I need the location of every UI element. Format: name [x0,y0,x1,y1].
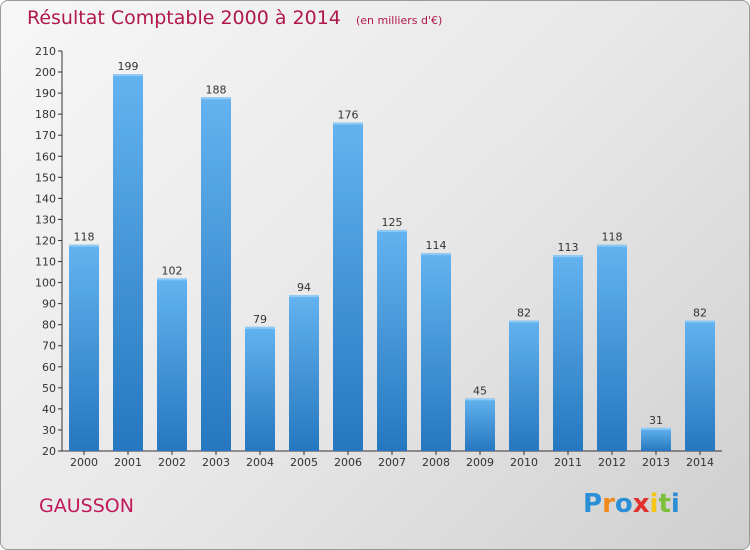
logo-letter: P [583,489,602,519]
x-tick-label-2014: 2014 [686,456,714,469]
data-label-2003: 188 [206,83,227,96]
y-tick-label: 200 [35,66,56,79]
y-tick-label: 90 [42,298,56,311]
data-label-2007: 125 [382,216,403,229]
y-tick-label: 170 [35,129,56,142]
bar-2008 [421,253,451,451]
data-label-2000: 118 [74,231,95,244]
bar-2014 [685,320,715,451]
bar-top-highlight [289,295,319,297]
bar-top-highlight [69,245,99,247]
x-tick-label-2005: 2005 [290,456,318,469]
logo-letter: o [615,489,633,519]
bar-top-highlight [333,123,363,125]
y-tick-label: 30 [42,424,56,437]
y-tick-label: 110 [35,256,56,269]
bar-2000 [69,245,99,451]
data-label-2006: 176 [338,109,359,122]
y-tick-label: 20 [42,445,56,458]
bar-top-highlight [553,255,583,257]
data-label-2013: 31 [649,414,663,427]
y-tick-label: 60 [42,361,56,374]
x-tick-label-2010: 2010 [510,456,538,469]
chart-frame: Résultat Comptable 2000 à 2014 (en milli… [0,0,750,550]
y-tick-label: 40 [42,403,56,416]
data-label-2009: 45 [473,384,487,397]
x-tick-label-2012: 2012 [598,456,626,469]
bar-top-highlight [377,230,407,232]
bar-top-highlight [465,398,495,400]
commune-name: GAUSSON [39,495,134,517]
bar-top-highlight [421,253,451,255]
bar-top-highlight [509,320,539,322]
bar-2013 [641,428,671,451]
y-tick-label: 210 [35,45,56,58]
x-tick-label-2006: 2006 [334,456,362,469]
bar-top-highlight [685,320,715,322]
bar-top-highlight [641,428,671,430]
x-tick-label-2004: 2004 [246,456,274,469]
x-tick-label-2000: 2000 [70,456,98,469]
logo-letter: i [671,489,680,519]
bar-2012 [597,245,627,451]
bar-top-highlight [113,74,143,76]
y-tick-label: 50 [42,382,56,395]
bar-2009 [465,398,495,451]
y-tick-label: 130 [35,213,56,226]
bar-top-highlight [597,245,627,247]
bar-2003 [201,97,231,451]
proxiti-logo: Proxiti [583,489,680,519]
x-tick-label-2008: 2008 [422,456,450,469]
x-tick-label-2011: 2011 [554,456,582,469]
data-label-2004: 79 [253,313,267,326]
x-tick-label-2013: 2013 [642,456,670,469]
logo-letter: r [602,489,615,519]
y-tick-label: 80 [42,319,56,332]
data-label-2011: 113 [558,241,579,254]
data-label-2014: 82 [693,306,707,319]
data-label-2012: 118 [602,231,623,244]
bar-2001 [113,74,143,451]
y-tick-label: 100 [35,277,56,290]
bar-top-highlight [201,97,231,99]
bar-chart: 20 30 40 50 60 70 80 90 100 110 120 130 140 150 160 170… [1,1,750,550]
logo-letter: i [650,489,659,519]
bar-2007 [377,230,407,451]
data-label-2010: 82 [517,306,531,319]
y-tick-label: 120 [35,234,56,247]
bar-2002 [157,278,187,451]
bar-2006 [333,123,363,451]
bar-2004 [245,327,275,451]
data-label-2005: 94 [297,281,311,294]
logo-letter: t [658,489,670,519]
x-tick-label-2001: 2001 [114,456,142,469]
bar-top-highlight [157,278,187,280]
data-label-2002: 102 [162,264,183,277]
y-tick-label: 180 [35,108,56,121]
x-tick-label-2009: 2009 [466,456,494,469]
y-tick-label: 190 [35,87,56,100]
data-label-2008: 114 [426,239,447,252]
bar-top-highlight [245,327,275,329]
y-tick-label: 160 [35,150,56,163]
bar-2010 [509,320,539,451]
x-tick-label-2003: 2003 [202,456,230,469]
logo-letter: x [633,489,650,519]
y-tick-label: 140 [35,192,56,205]
y-tick-label: 70 [42,340,56,353]
bar-2011 [553,255,583,451]
y-tick-label: 150 [35,171,56,184]
bar-2005 [289,295,319,451]
x-tick-label-2002: 2002 [158,456,186,469]
data-label-2001: 199 [118,60,139,73]
x-tick-label-2007: 2007 [378,456,406,469]
